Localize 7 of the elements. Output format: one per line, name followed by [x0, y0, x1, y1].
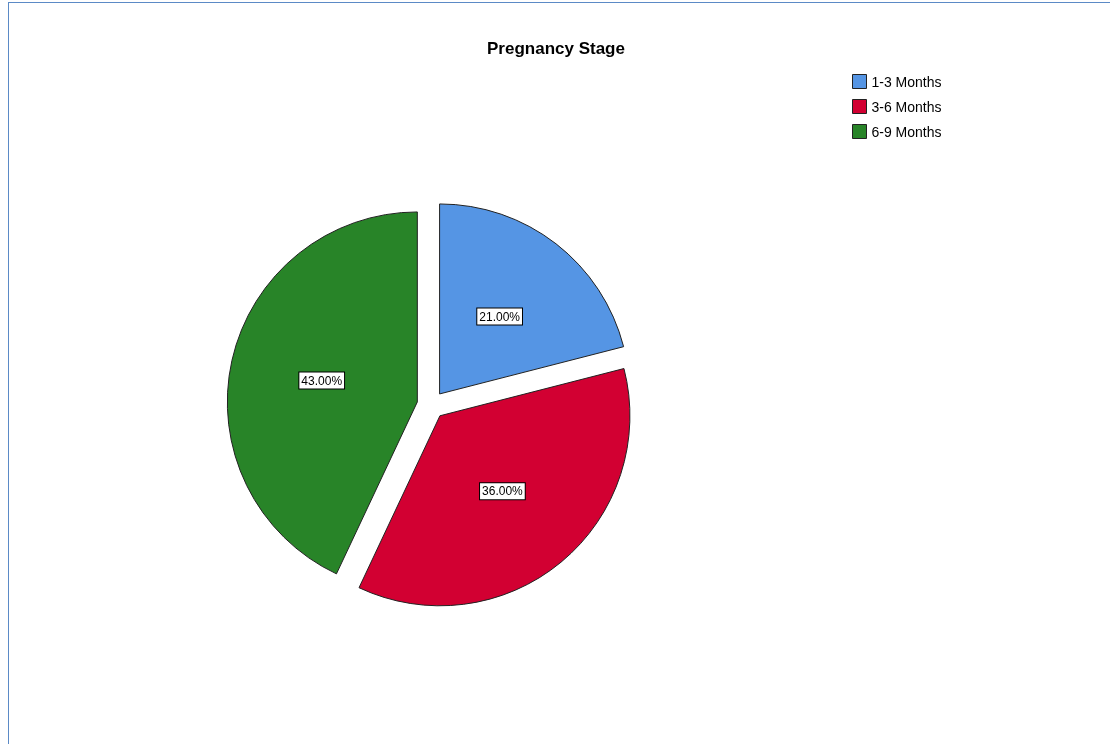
legend-label: 3-6 Months [871, 98, 942, 115]
legend-label: 6-9 Months [871, 123, 942, 140]
data-label: 43.00% [301, 373, 343, 388]
chart-title: Pregnancy Stage [487, 39, 625, 58]
data-label: 21.00% [479, 309, 521, 324]
data-label: 36.00% [482, 484, 524, 499]
legend-label: 1-3 Months [871, 73, 942, 90]
